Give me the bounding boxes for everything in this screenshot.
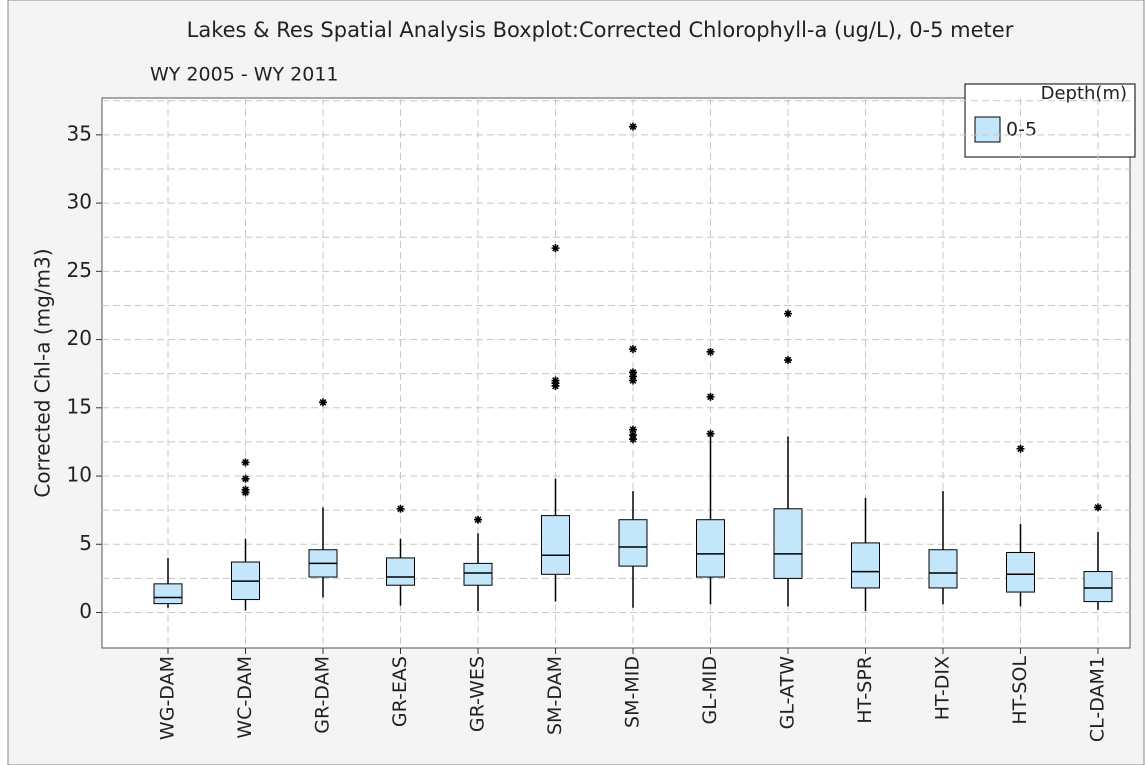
outlier <box>629 431 637 440</box>
legend: Depth(m) 0-5 <box>964 83 1136 158</box>
chart-title: Lakes & Res Spatial Analysis Boxplot:Cor… <box>187 18 1014 42</box>
legend-title: Depth(m) <box>1041 83 1127 104</box>
outlier <box>319 398 327 407</box>
x-tick-label: GL-ATW <box>777 656 799 730</box>
x-tick-label: WG-DAM <box>157 656 179 740</box>
outlier <box>1094 503 1102 512</box>
box <box>928 549 958 589</box>
x-tick-label: SM-DAM <box>544 656 566 735</box>
box <box>696 519 725 578</box>
x-tick-label: GL-MID <box>699 656 721 724</box>
x-tick-label: GR-WES <box>467 656 489 732</box>
x-tick-label: SM-MID <box>622 656 644 728</box>
x-tick-label: HT-SPR <box>854 656 876 724</box>
outlier <box>629 372 637 381</box>
outlier <box>629 345 637 354</box>
box <box>153 583 183 605</box>
outlier <box>629 122 637 131</box>
box <box>618 519 648 567</box>
y-tick-label: 10 <box>67 463 92 487</box>
box <box>851 542 880 589</box>
outlier <box>551 381 560 390</box>
grid <box>102 98 1130 648</box>
x-tick-label: GR-EAS <box>389 656 411 727</box>
outlier <box>629 425 637 434</box>
y-tick-label: 15 <box>67 394 92 418</box>
legend-swatch <box>974 116 1001 143</box>
outlier <box>629 435 637 444</box>
x-tick-label: HT-SOL <box>1009 656 1031 725</box>
y-tick-label: 5 <box>79 531 92 555</box>
outlier <box>784 356 792 365</box>
x-tick-label: WC-DAM <box>234 656 256 739</box>
y-tick-label: 35 <box>67 121 92 145</box>
outlier <box>629 368 637 377</box>
y-tick-label: 20 <box>67 326 92 350</box>
chart-subtitle: WY 2005 - WY 2011 <box>150 64 339 86</box>
outlier <box>474 515 482 524</box>
outlier <box>551 244 560 253</box>
box <box>386 557 415 586</box>
box <box>1083 571 1113 603</box>
outlier <box>1016 444 1025 453</box>
y-tick-label: 0 <box>79 599 92 623</box>
box <box>1006 551 1035 593</box>
outlier <box>241 488 250 497</box>
y-tick-label: 25 <box>67 258 92 282</box>
plot-area <box>101 97 1131 649</box>
outlier <box>706 429 715 438</box>
x-tick-label: CL-DAM1 <box>1087 656 1109 742</box>
box <box>541 515 570 575</box>
legend-label: 0-5 <box>1006 119 1037 141</box>
y-tick-label: 30 <box>67 190 92 214</box>
x-tick-label: GR-DAM <box>312 656 334 734</box>
outlier <box>396 504 405 513</box>
y-axis-label: Corrected Chl-a (mg/m3) <box>31 248 55 497</box>
outlier <box>629 376 637 385</box>
outlier <box>241 474 250 483</box>
outlier <box>241 458 250 467</box>
box <box>773 508 803 579</box>
outlier <box>706 347 715 356</box>
x-tick-label: HT-DIX <box>932 656 954 720</box>
box <box>463 562 493 586</box>
outlier <box>784 309 792 318</box>
outlier <box>706 392 715 401</box>
